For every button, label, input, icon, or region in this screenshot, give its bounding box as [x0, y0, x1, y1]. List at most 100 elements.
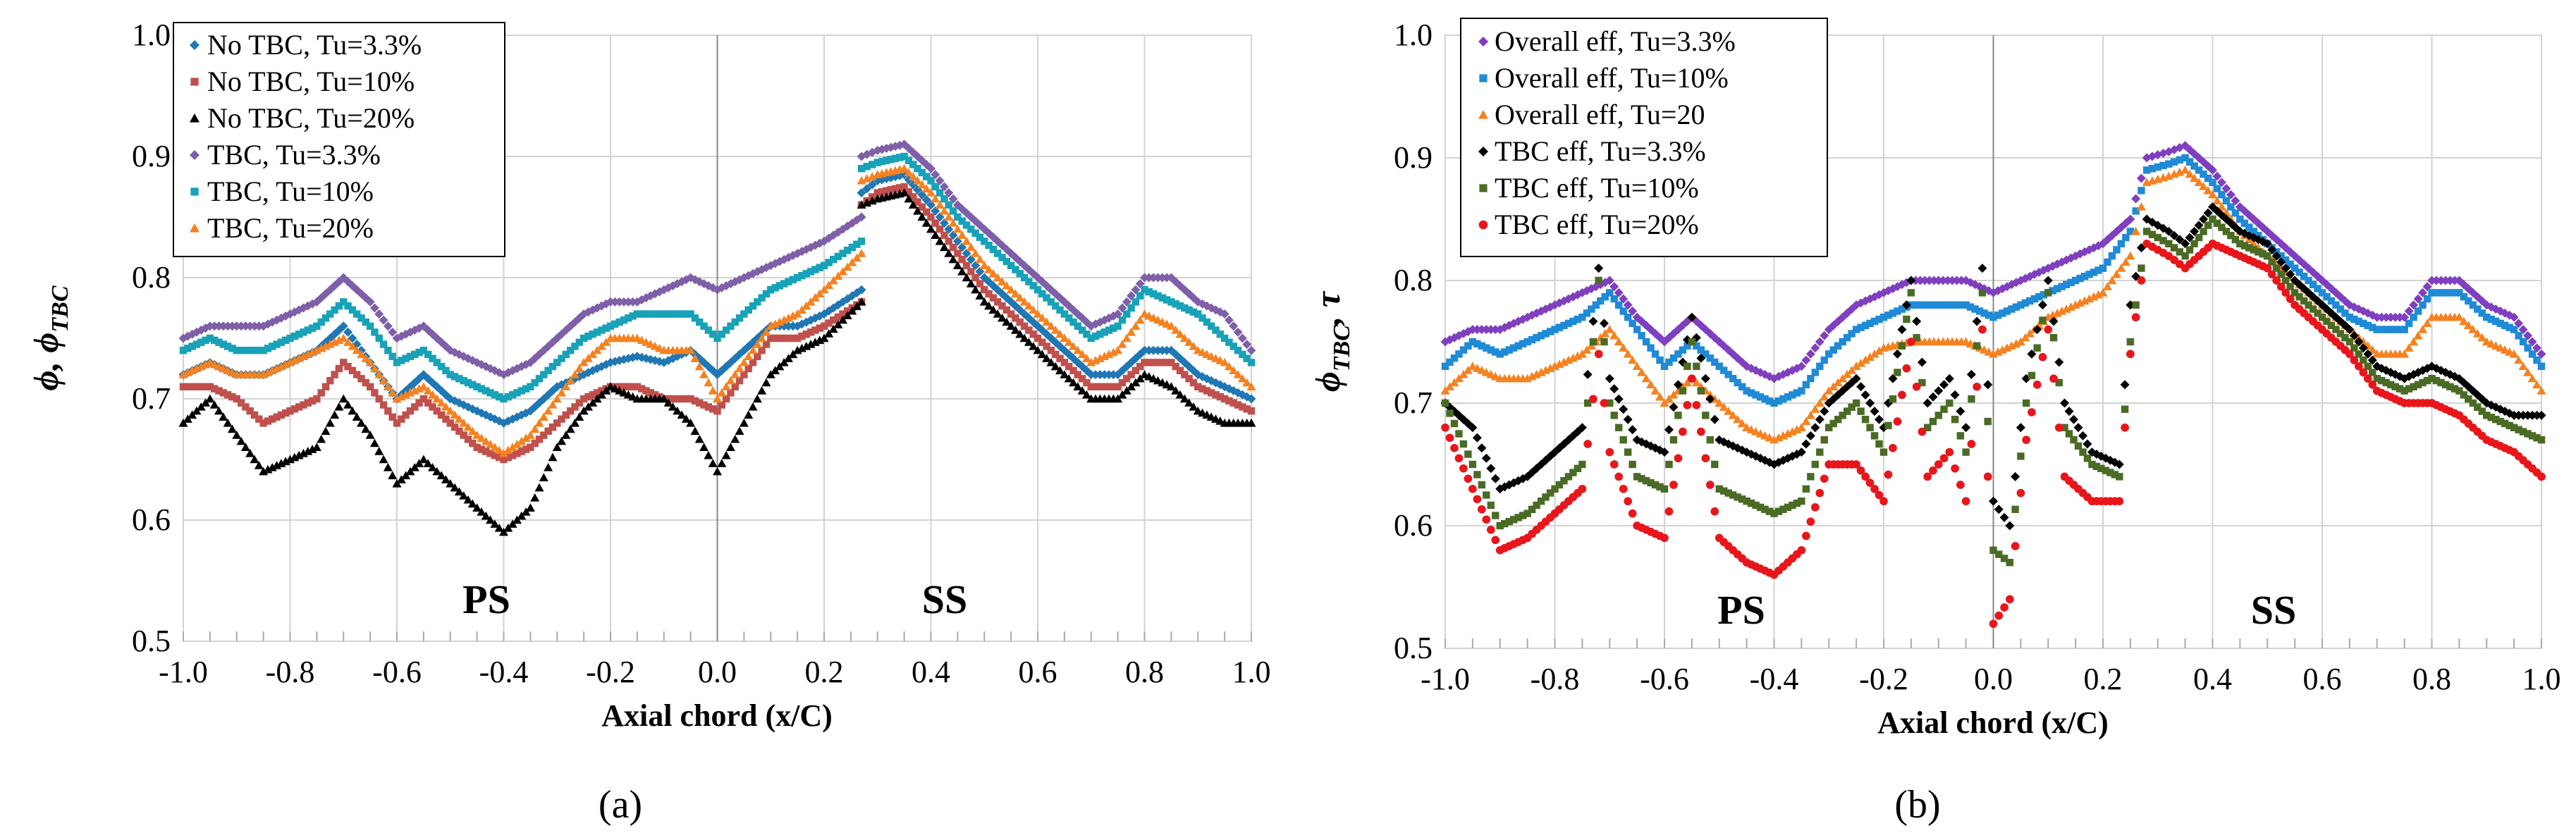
data-point [2080, 273, 2089, 280]
data-point [825, 259, 833, 266]
data-point [527, 383, 534, 390]
data-point [1619, 343, 1629, 352]
data-point [1720, 366, 1728, 374]
data-point [1181, 304, 1189, 312]
data-point [455, 375, 463, 383]
data-point [352, 371, 361, 378]
data-point [1073, 345, 1083, 354]
data-point [357, 418, 366, 427]
data-point [2097, 464, 2105, 472]
data-point [993, 273, 1002, 282]
data-point [2176, 156, 2184, 164]
data-point [1243, 354, 1251, 362]
data-point [1619, 404, 1629, 414]
data-point [2318, 314, 2326, 321]
data-point [2078, 431, 2087, 440]
data-point [273, 340, 281, 348]
data-point [571, 403, 579, 411]
data-point [1052, 350, 1060, 359]
data-point [952, 236, 962, 246]
data-point [2400, 326, 2408, 333]
data-point [704, 326, 713, 334]
data-point [660, 310, 668, 318]
data-point [1482, 515, 1491, 524]
data-point [553, 359, 561, 366]
data-point [1816, 448, 1824, 456]
data-point [1609, 282, 1619, 292]
data-point [1710, 414, 1719, 424]
data-point [1779, 395, 1787, 403]
panel-b-y-tick-labels: 0.50.60.70.80.91.0 [1394, 18, 1433, 665]
data-point [2309, 305, 2317, 313]
data-point [2028, 408, 2036, 416]
data-point [1114, 383, 1122, 390]
data-point [379, 315, 388, 325]
data-point [517, 447, 525, 455]
data-point [1944, 373, 1954, 383]
data-point [2203, 185, 2213, 194]
data-point [1810, 423, 1820, 433]
data-point [2154, 163, 2161, 171]
data-point [1450, 419, 1459, 428]
data-point [681, 414, 691, 423]
data-point [2020, 333, 2030, 342]
data-point [752, 340, 762, 348]
data-point [1720, 487, 1728, 495]
data-point [2460, 293, 2468, 301]
data-point [454, 414, 464, 423]
data-point [2350, 315, 2358, 323]
data-point [1592, 301, 1600, 309]
data-point [344, 362, 352, 371]
data-point [467, 499, 477, 508]
data-point [1171, 386, 1181, 395]
data-point [785, 278, 792, 285]
data-point [2148, 230, 2157, 238]
data-point [304, 399, 312, 407]
data-point [940, 195, 948, 203]
data-point [1810, 404, 1820, 413]
data-point [450, 423, 459, 431]
data-point [1810, 503, 1820, 512]
data-point [338, 394, 348, 403]
panel-a-x-axis-title: Axial chord (x/C) [601, 698, 833, 733]
data-point [269, 342, 276, 350]
data-point [761, 327, 771, 336]
data-point [1738, 383, 1746, 390]
data-point [1642, 338, 1650, 346]
data-point [1441, 423, 1449, 432]
legend-marker [1479, 184, 1488, 192]
data-point [1956, 432, 1965, 440]
data-point [2262, 239, 2272, 249]
data-point [1875, 414, 1884, 424]
data-point [383, 462, 393, 471]
data-point [1468, 423, 1478, 433]
data-point [335, 364, 343, 373]
data-point [2413, 331, 2423, 340]
data-point [1069, 378, 1078, 387]
data-point [2455, 289, 2463, 297]
data-point [1203, 318, 1211, 326]
data-point [939, 218, 949, 228]
data-point [713, 334, 721, 342]
data-point [717, 388, 727, 397]
data-point [1956, 407, 1965, 416]
data-point [491, 391, 499, 399]
data-point [1220, 309, 1229, 319]
data-point [1454, 373, 1464, 383]
data-point [242, 403, 250, 411]
data-point [2098, 288, 2108, 297]
data-point [2037, 300, 2047, 310]
panel-b-x-tick-label: -0.4 [1750, 662, 1799, 696]
data-point [690, 354, 700, 362]
data-point [642, 354, 651, 364]
data-point [1464, 342, 1472, 350]
data-point [754, 352, 761, 360]
data-point [450, 373, 459, 381]
data-point [2404, 343, 2414, 352]
data-point [975, 254, 985, 264]
data-point [847, 258, 857, 266]
data-point [1514, 342, 1522, 350]
data-point [2404, 307, 2414, 316]
data-point [539, 412, 548, 421]
panel-a-chart: 0.50.60.70.80.91.0 -1.0 -0.8 -0.6 -0.4 -0.2 0… [26, 18, 1271, 827]
